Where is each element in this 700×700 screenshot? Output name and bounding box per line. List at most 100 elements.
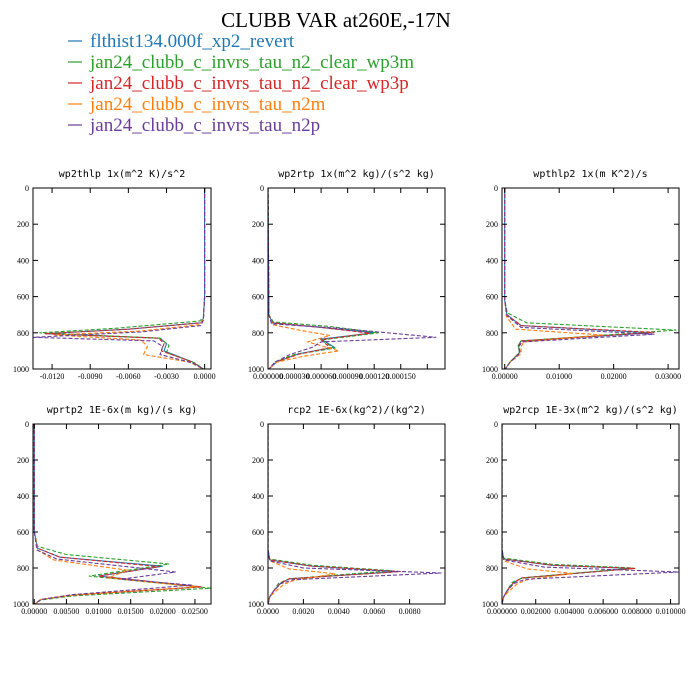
series-line-3 xyxy=(44,188,206,369)
figure-title: CLUBB VAR at260E,-17N xyxy=(221,8,451,32)
x-tick-label: 0.02000 xyxy=(601,372,627,381)
legend-item-5: jan24_clubb_c_invrs_tau_n2p xyxy=(68,115,320,136)
plot-frame xyxy=(32,423,212,605)
panel-title-2: wp2rtp 1x(m^2 kg)/(s^2 kg) xyxy=(278,169,435,180)
y-tick-label: 1000 xyxy=(13,600,29,609)
series-line-4 xyxy=(268,188,339,369)
legend-item-1: flthist134.000f_xp2_revert xyxy=(68,31,295,52)
x-tick-label: 0.000150 xyxy=(386,372,416,381)
y-tick-label: 1000 xyxy=(13,365,29,374)
x-tick-label: -0.0060 xyxy=(116,372,141,381)
x-tick-label: 0.0080 xyxy=(399,607,421,616)
series-line-4 xyxy=(54,188,206,369)
series-line-4 xyxy=(268,424,336,604)
panel-title-5: rcp2 1E-6x(kg^2)/(kg^2) xyxy=(287,405,425,416)
plot-frame xyxy=(267,187,446,370)
panel-title-6: wp2rcp 1E-3x(m^2 kg)/(s^2 kg) xyxy=(503,405,678,416)
legend-label-4: jan24_clubb_c_invrs_tau_n2m xyxy=(89,94,326,115)
y-tick-label: 200 xyxy=(486,220,498,229)
x-tick-label: 0.000120 xyxy=(359,372,389,381)
y-tick-label: 600 xyxy=(252,293,264,302)
x-tick-label: 0.0020 xyxy=(292,607,314,616)
x-tick-label: -0.0120 xyxy=(40,372,65,381)
x-tick-label: 0.00000 xyxy=(492,372,518,381)
series-line-1 xyxy=(33,424,202,604)
series-line-4 xyxy=(504,188,603,369)
x-tick-label: 0.00500 xyxy=(53,607,79,616)
x-tick-label: 0.004000 xyxy=(554,607,584,616)
y-tick-label: 600 xyxy=(17,528,29,537)
y-tick-label: 0 xyxy=(494,184,498,193)
x-tick-label: 0.02500 xyxy=(182,607,208,616)
y-tick-label: 400 xyxy=(17,256,29,265)
y-tick-label: 0 xyxy=(260,184,264,193)
x-tick-label: 0.03000 xyxy=(655,372,681,381)
panel-3: wpthlp2 1x(m K^2)/s 0 200 400 600 800 10000.00… xyxy=(482,169,681,381)
y-tick-label: 400 xyxy=(17,492,29,501)
y-tick-label: 1000 xyxy=(248,600,264,609)
x-tick-label: 0.000060 xyxy=(306,372,336,381)
series-line-1 xyxy=(268,424,398,604)
legend-item-4: jan24_clubb_c_invrs_tau_n2m xyxy=(68,94,326,115)
y-tick-label: 600 xyxy=(252,528,264,537)
series-line-5 xyxy=(33,424,192,604)
y-tick-label: 1000 xyxy=(248,365,264,374)
y-tick-label: 1000 xyxy=(482,365,498,374)
x-tick-label: 0.008000 xyxy=(622,607,652,616)
y-tick-label: 600 xyxy=(486,293,498,302)
y-tick-label: 0 xyxy=(25,420,29,429)
y-tick-label: 800 xyxy=(486,564,498,573)
plot-frame xyxy=(267,423,446,605)
panel-1: wp2thlp 1x(m^2 K)/s^2 0 200 400 600 800 1000 -0… xyxy=(13,169,216,381)
y-tick-label: 400 xyxy=(486,256,498,265)
series-line-3 xyxy=(268,424,401,604)
panels: wp2thlp 1x(m^2 K)/s^2 0 200 400 600 800 1000 -0… xyxy=(13,169,686,616)
y-tick-label: 1000 xyxy=(482,600,498,609)
x-tick-label: 0.01000 xyxy=(86,607,112,616)
x-tick-label: 0.0000 xyxy=(257,607,279,616)
x-tick-label: 0.000090 xyxy=(333,372,363,381)
plot-frame xyxy=(501,187,680,370)
x-tick-label: 0.01000 xyxy=(546,372,572,381)
x-tick-label: 0.000030 xyxy=(280,372,310,381)
y-tick-label: 200 xyxy=(17,456,29,465)
y-tick-label: 0 xyxy=(260,420,264,429)
legend-label-1: flthist134.000f_xp2_revert xyxy=(90,31,295,52)
series-line-3 xyxy=(33,424,202,604)
x-tick-label: 0.006000 xyxy=(588,607,618,616)
y-tick-label: 800 xyxy=(486,329,498,338)
y-tick-label: 200 xyxy=(252,220,264,229)
legend-label-2: jan24_clubb_c_invrs_tau_n2_clear_wp3m xyxy=(89,52,414,73)
series-line-2 xyxy=(33,424,211,604)
series-line-1 xyxy=(502,424,632,604)
legend-item-2: jan24_clubb_c_invrs_tau_n2_clear_wp3m xyxy=(68,52,414,73)
x-tick-label: 0.000000 xyxy=(487,607,517,616)
y-tick-label: 600 xyxy=(486,528,498,537)
x-tick-label: 0.02000 xyxy=(150,607,176,616)
series-line-4 xyxy=(33,424,199,604)
legend-label-3: jan24_clubb_c_invrs_tau_n2_clear_wp3p xyxy=(89,73,409,94)
panel-6: wp2rcp 1E-3x(m^2 kg)/(s^2 kg) 0 200 400 600 8… xyxy=(482,405,686,616)
y-tick-label: 800 xyxy=(17,564,29,573)
series-line-5 xyxy=(268,424,442,604)
y-tick-label: 400 xyxy=(252,492,264,501)
y-tick-label: 400 xyxy=(252,256,264,265)
y-tick-label: 200 xyxy=(17,220,29,229)
x-tick-label: 0.002000 xyxy=(521,607,551,616)
legend-label-5: jan24_clubb_c_invrs_tau_n2p xyxy=(89,115,320,136)
plot-frame xyxy=(32,187,212,370)
x-tick-label: -0.0090 xyxy=(78,372,103,381)
panel-title-4: wprtp2 1E-6x(m kg)/(s kg) xyxy=(47,405,198,416)
series-line-3 xyxy=(268,188,370,369)
x-tick-label: 0.010000 xyxy=(656,607,686,616)
y-tick-label: 200 xyxy=(252,456,264,465)
panel-5: rcp2 1E-6x(kg^2)/(kg^2) 0 200 400 600 800 1000… xyxy=(248,405,446,616)
x-tick-label: 0.0040 xyxy=(328,607,350,616)
legend: flthist134.000f_xp2_revert jan24_clubb_c… xyxy=(68,31,414,136)
x-tick-label: 0.000000 xyxy=(253,372,283,381)
panel-2: wp2rtp 1x(m^2 kg)/(s^2 kg) 0 200 400 600 800 1… xyxy=(248,169,446,381)
y-tick-label: 0 xyxy=(494,420,498,429)
y-tick-label: 0 xyxy=(25,184,29,193)
y-tick-label: 600 xyxy=(17,293,29,302)
